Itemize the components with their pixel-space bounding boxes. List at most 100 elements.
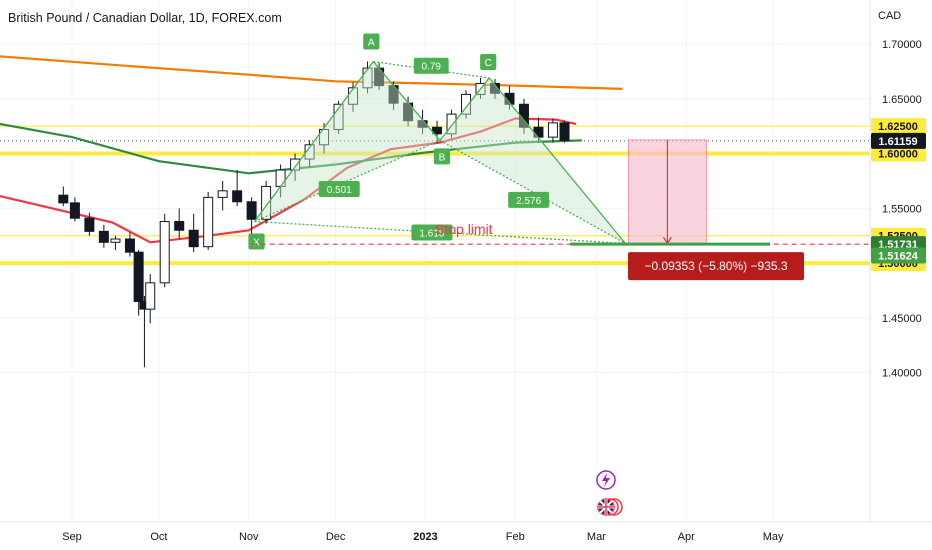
price-tick-label: 1.55000	[882, 203, 922, 215]
pattern-badge	[411, 224, 453, 241]
pattern-badge-text: A	[368, 38, 375, 49]
time-tick-label: Mar	[587, 531, 606, 543]
pattern-badge-text: 0.79	[422, 62, 442, 73]
projection-badge-bg	[628, 252, 804, 281]
candle-body	[489, 82, 500, 94]
candle-body	[504, 92, 515, 105]
price-tick-label: 1.45000	[882, 313, 922, 325]
ratio-xb[interactable]: 0.501	[318, 180, 360, 197]
pattern-badge	[248, 233, 265, 250]
pattern-point-x[interactable]: X	[248, 233, 265, 250]
candle-body	[333, 103, 344, 130]
pattern-badge-text: 2.576	[516, 196, 541, 207]
candle-body	[58, 194, 69, 204]
pattern-fill-bcd	[439, 77, 626, 244]
currency-label: CAD	[878, 10, 901, 22]
ema-line[interactable]	[0, 117, 577, 244]
price-tick-label: 1.40000	[882, 368, 922, 380]
candle	[133, 249, 144, 316]
ratio-ac[interactable]: 0.79	[413, 57, 449, 74]
pattern-badge	[480, 53, 497, 70]
time-tick-label: Apr	[678, 531, 695, 543]
candle-body	[217, 190, 228, 198]
time-tick-label: 2023	[413, 531, 437, 543]
trade-setup: Stop limit −0.09353 (−5.80%) −935.3	[251, 139, 870, 281]
price-axis-panel	[870, 0, 932, 550]
harmonic-pattern: X A B C 0.79 0.501 2.576 1.618	[248, 33, 626, 250]
pattern-badge-text: B	[439, 152, 446, 163]
time-axis[interactable]: Sep Oct Nov Dec 2023 Feb Mar Apr May	[62, 531, 784, 543]
candle-body	[559, 122, 570, 141]
price-tick-label: 1.70000	[882, 39, 922, 51]
candle	[489, 79, 500, 99]
ratio-bd[interactable]: 2.576	[508, 191, 550, 208]
pattern-leg[interactable]	[439, 139, 626, 244]
candle	[58, 186, 69, 207]
candle-body	[304, 144, 315, 160]
candle	[69, 197, 80, 222]
pattern-leg[interactable]	[372, 61, 441, 141]
pattern-leg[interactable]	[373, 60, 490, 79]
candle	[547, 118, 558, 143]
price-box-bg	[871, 132, 926, 149]
pattern-leg[interactable]	[254, 61, 374, 222]
candle	[304, 140, 315, 167]
candle-body	[98, 230, 109, 243]
candle-body	[362, 67, 373, 89]
pattern-badge-text: X	[253, 237, 260, 248]
stop-label: Stop limit	[435, 221, 493, 237]
time-tick-label: Nov	[239, 531, 259, 543]
candle	[518, 98, 529, 134]
candle-body	[547, 122, 558, 138]
pattern-point-a[interactable]: A	[363, 33, 380, 50]
candle	[446, 109, 457, 139]
candle	[84, 212, 95, 236]
pattern-leg[interactable]	[439, 77, 490, 141]
time-tick-label: Sep	[62, 531, 82, 543]
pattern-badge-text: C	[485, 58, 492, 69]
price-box-bg	[871, 247, 926, 264]
time-tick-label: Feb	[506, 531, 525, 543]
pattern-badge	[318, 180, 360, 197]
candle-body	[246, 201, 257, 220]
candle	[203, 191, 214, 250]
candle	[124, 232, 135, 257]
candle-body	[461, 93, 472, 115]
projection-badge[interactable]: −0.09353 (−5.80%) −935.3	[628, 252, 804, 281]
candle-body	[110, 238, 121, 243]
pattern-badge-text: 1.618	[419, 228, 444, 239]
pattern-badge	[413, 57, 449, 74]
pattern-point-b[interactable]: B	[433, 148, 451, 165]
candle-body	[446, 113, 457, 135]
candle	[504, 85, 515, 110]
price-box-text: 1.62500	[878, 121, 918, 133]
candle	[110, 235, 121, 250]
uk-flag-event-icon[interactable]	[597, 498, 623, 516]
ema-line[interactable]	[0, 55, 623, 90]
level-price-box: 1.60000	[871, 145, 926, 162]
price-box-text: 1.60000	[878, 149, 918, 161]
time-tick-label: Dec	[326, 531, 346, 543]
lightning-event-icon[interactable]	[596, 470, 616, 490]
time-tick-label: May	[763, 531, 784, 543]
candle-body	[84, 217, 95, 232]
candle-body	[188, 229, 199, 248]
ratio-xd[interactable]: 1.618	[411, 224, 453, 241]
level-price-box: 1.62500	[871, 118, 926, 135]
candle-body	[145, 282, 156, 310]
time-axis-panel	[0, 522, 932, 550]
candle-body	[261, 185, 272, 220]
price-box-text: 1.61159	[878, 136, 917, 148]
pattern-badge-text: 0.501	[327, 185, 352, 196]
candle-body	[432, 126, 443, 135]
candle-body	[174, 220, 185, 231]
pattern-badge	[508, 191, 550, 208]
candle	[559, 120, 570, 143]
pattern-point-c[interactable]: C	[480, 53, 497, 70]
pattern-leg[interactable]	[488, 77, 626, 244]
price-box-bg	[871, 118, 926, 135]
candle	[217, 180, 228, 211]
candle-body	[319, 128, 330, 146]
